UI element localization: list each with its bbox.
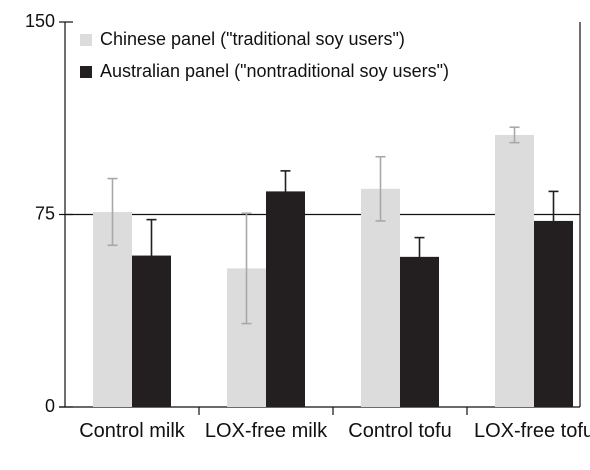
bar [266, 191, 305, 407]
y-tick-label: 75 [35, 203, 55, 223]
y-tick-label: 0 [45, 396, 55, 416]
bar [495, 134, 534, 407]
error-bar [280, 170, 291, 213]
legend-label: Australian panel ("nontraditional soy us… [100, 61, 449, 81]
bar [534, 220, 573, 407]
legend-swatch [80, 34, 92, 46]
error-bar [414, 236, 425, 277]
error-bar [509, 126, 520, 144]
legend-label: Chinese panel ("traditional soy users") [100, 29, 405, 49]
x-tick-label: LOX-free milk [204, 420, 328, 442]
error-bar [107, 177, 118, 247]
error-bar [146, 218, 157, 293]
legend-swatch [80, 66, 92, 78]
y-tick-label: 150 [25, 11, 55, 31]
x-tick-label: Control milk [79, 420, 185, 442]
x-tick-label: LOX-free tofu [473, 420, 590, 442]
bar [400, 256, 439, 407]
bar [361, 188, 400, 407]
error-bar [241, 212, 252, 325]
x-tick-label: Control tofu [348, 420, 452, 442]
error-bar [375, 155, 386, 222]
error-bar [548, 190, 559, 252]
